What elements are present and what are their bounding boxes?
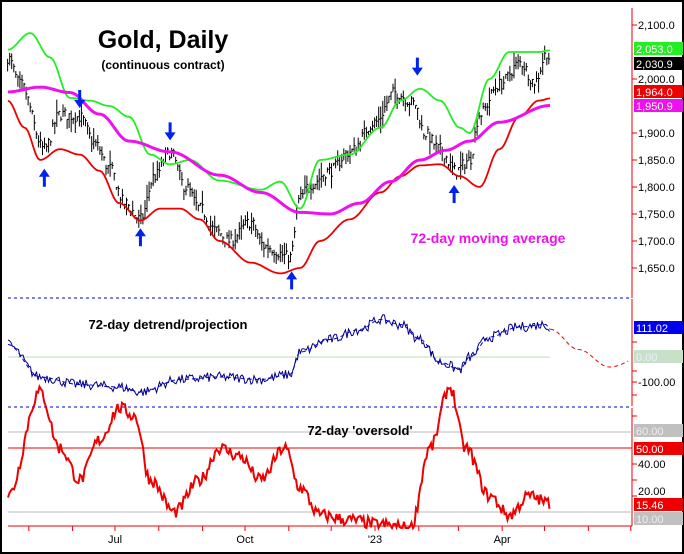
up-arrow [448,185,460,203]
down-arrow [74,90,86,108]
y-tick-label: 1,750.0 [638,209,675,221]
oversold-line [7,384,551,532]
ref-50-label: 50.00 [636,444,664,456]
chart-title: Gold, Daily [98,26,229,54]
up-arrow [134,228,146,247]
close-last-label: 2,030.9 [636,59,673,71]
ref-10-label-bg [634,512,683,525]
ref-50-label-bg [634,442,683,455]
x-tick-label: Jul [108,534,122,546]
zero-label: 0.00 [636,352,657,364]
lower-last-label: 1,964.0 [636,87,673,99]
oversold-title: 72-day 'oversold' [307,423,412,438]
y-tick-label: 2,100.0 [638,20,675,32]
y-tick-label: 1,800.0 [638,182,675,194]
lower-band-line [7,97,551,275]
zero-label-bg [634,350,683,363]
y-tick-label: 20.00 [638,486,666,498]
detrend-line [7,314,550,397]
y-tick-label: 1,850.0 [638,155,675,167]
x-tick-label: Oct [236,534,253,546]
ma-annotation: 72-day moving average [411,230,566,246]
y-tick-label: 1,900.0 [638,128,675,140]
moving-average-line [7,85,551,216]
price-panel: 2,100.0 2,000.0 1,900.0 1,850.0 1,800.0 1,750… [7,8,683,299]
detrend-last-label: 111.02 [636,323,668,335]
y-tick-label: 1,700.0 [638,236,675,248]
detrend-panel: 111.02 0.00 -100.00 [7,299,683,408]
y-tick-label: -100.00 [638,377,675,389]
close-last-label-bg [634,57,683,70]
detrend-smoothed-line [7,318,551,393]
y-tick-label: 2,000.0 [638,74,675,86]
ref-60-label: 60.00 [636,426,664,438]
oversold-last-label-bg [634,498,683,511]
lower-last-label-bg [634,85,683,98]
detrend-last-label-bg [634,321,683,334]
x-tick-label: '23 [368,534,382,546]
detrend-title: 72-day detrend/projection [89,317,248,332]
oversold-last-label: 15.46 [636,500,664,512]
up-arrow [286,271,298,290]
chart-subtitle: (continuous contract) [101,58,224,72]
ref-10-label: 10.00 [636,514,664,526]
y-tick-label: 1,650.0 [638,263,675,275]
y-tick-label: 40.00 [638,459,666,471]
upper-last-label: 2,053.0 [636,44,673,56]
ref-60-label-bg [634,424,683,437]
projection-line [550,328,629,368]
upper-band-line [7,32,551,210]
ma-last-label: 1,950.9 [636,101,673,113]
down-arrow [164,122,176,141]
x-tick-label: Apr [494,534,511,546]
oversold-panel: 40.00 20.00 60.00 50.00 15.46 10.00 Jul Oct '23 A… [7,384,683,546]
upper-last-label-bg [634,42,683,55]
up-arrow [38,168,50,187]
down-arrow [411,57,423,76]
ma-last-label-bg [634,99,683,112]
